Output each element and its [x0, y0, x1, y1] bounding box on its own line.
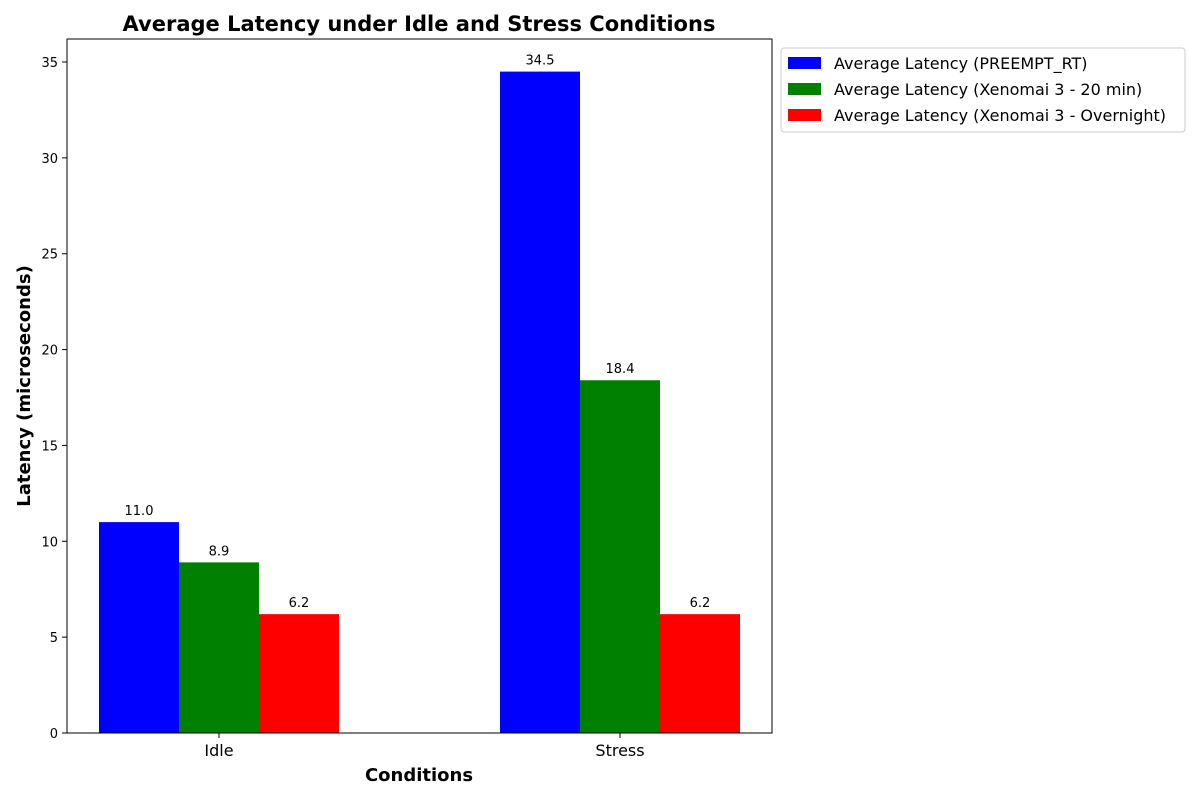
legend-entry-label: Average Latency (PREEMPT_RT) [834, 54, 1088, 74]
y-tick-label: 30 [41, 152, 58, 167]
bar-value-label: 34.5 [526, 54, 555, 69]
x-axis: Idle Stress [204, 733, 645, 760]
legend-swatch [788, 57, 821, 69]
bar-series0-idle [99, 522, 179, 733]
x-tick-label: Stress [595, 741, 644, 760]
legend-entry-label: Average Latency (Xenomai 3 - Overnight) [834, 106, 1166, 125]
x-axis-label: Conditions [365, 765, 473, 786]
chart-title: Average Latency under Idle and Stress Co… [123, 12, 716, 36]
bar-value-label: 6.2 [690, 596, 711, 611]
axes-frame [66, 38, 773, 734]
y-tick-label: 15 [41, 439, 58, 454]
legend-swatch [788, 83, 821, 95]
y-tick-label: 10 [41, 535, 58, 550]
y-axis-label: Latency (microseconds) [14, 265, 35, 507]
y-tick-label: 25 [41, 248, 58, 263]
bar-value-label: 11.0 [125, 504, 154, 519]
plot-area: 11.0 34.5 8.9 18.4 6.2 6.2 [99, 54, 740, 733]
y-axis: 0 5 10 15 20 25 30 35 [41, 56, 67, 742]
y-tick-label: 5 [50, 631, 58, 646]
bar-series0-stress [500, 71, 580, 733]
y-tick-label: 0 [50, 727, 58, 742]
bar-value-label: 6.2 [289, 596, 310, 611]
legend: Average Latency (PREEMPT_RT) Average Late… [780, 47, 1186, 133]
legend-swatch [788, 109, 821, 121]
bar-series2-idle [259, 614, 339, 733]
bar-series1-stress [580, 380, 660, 733]
bar-series2-stress [660, 614, 740, 733]
legend-frame [780, 47, 1186, 133]
legend-entry-label: Average Latency (Xenomai 3 - 20 min) [834, 80, 1142, 99]
bar-series1-idle [179, 562, 259, 733]
bar-value-label: 18.4 [606, 362, 635, 377]
y-tick-label: 35 [41, 56, 58, 71]
x-tick-label: Idle [204, 741, 233, 760]
y-tick-label: 20 [41, 344, 58, 359]
bar-value-label: 8.9 [209, 544, 230, 559]
